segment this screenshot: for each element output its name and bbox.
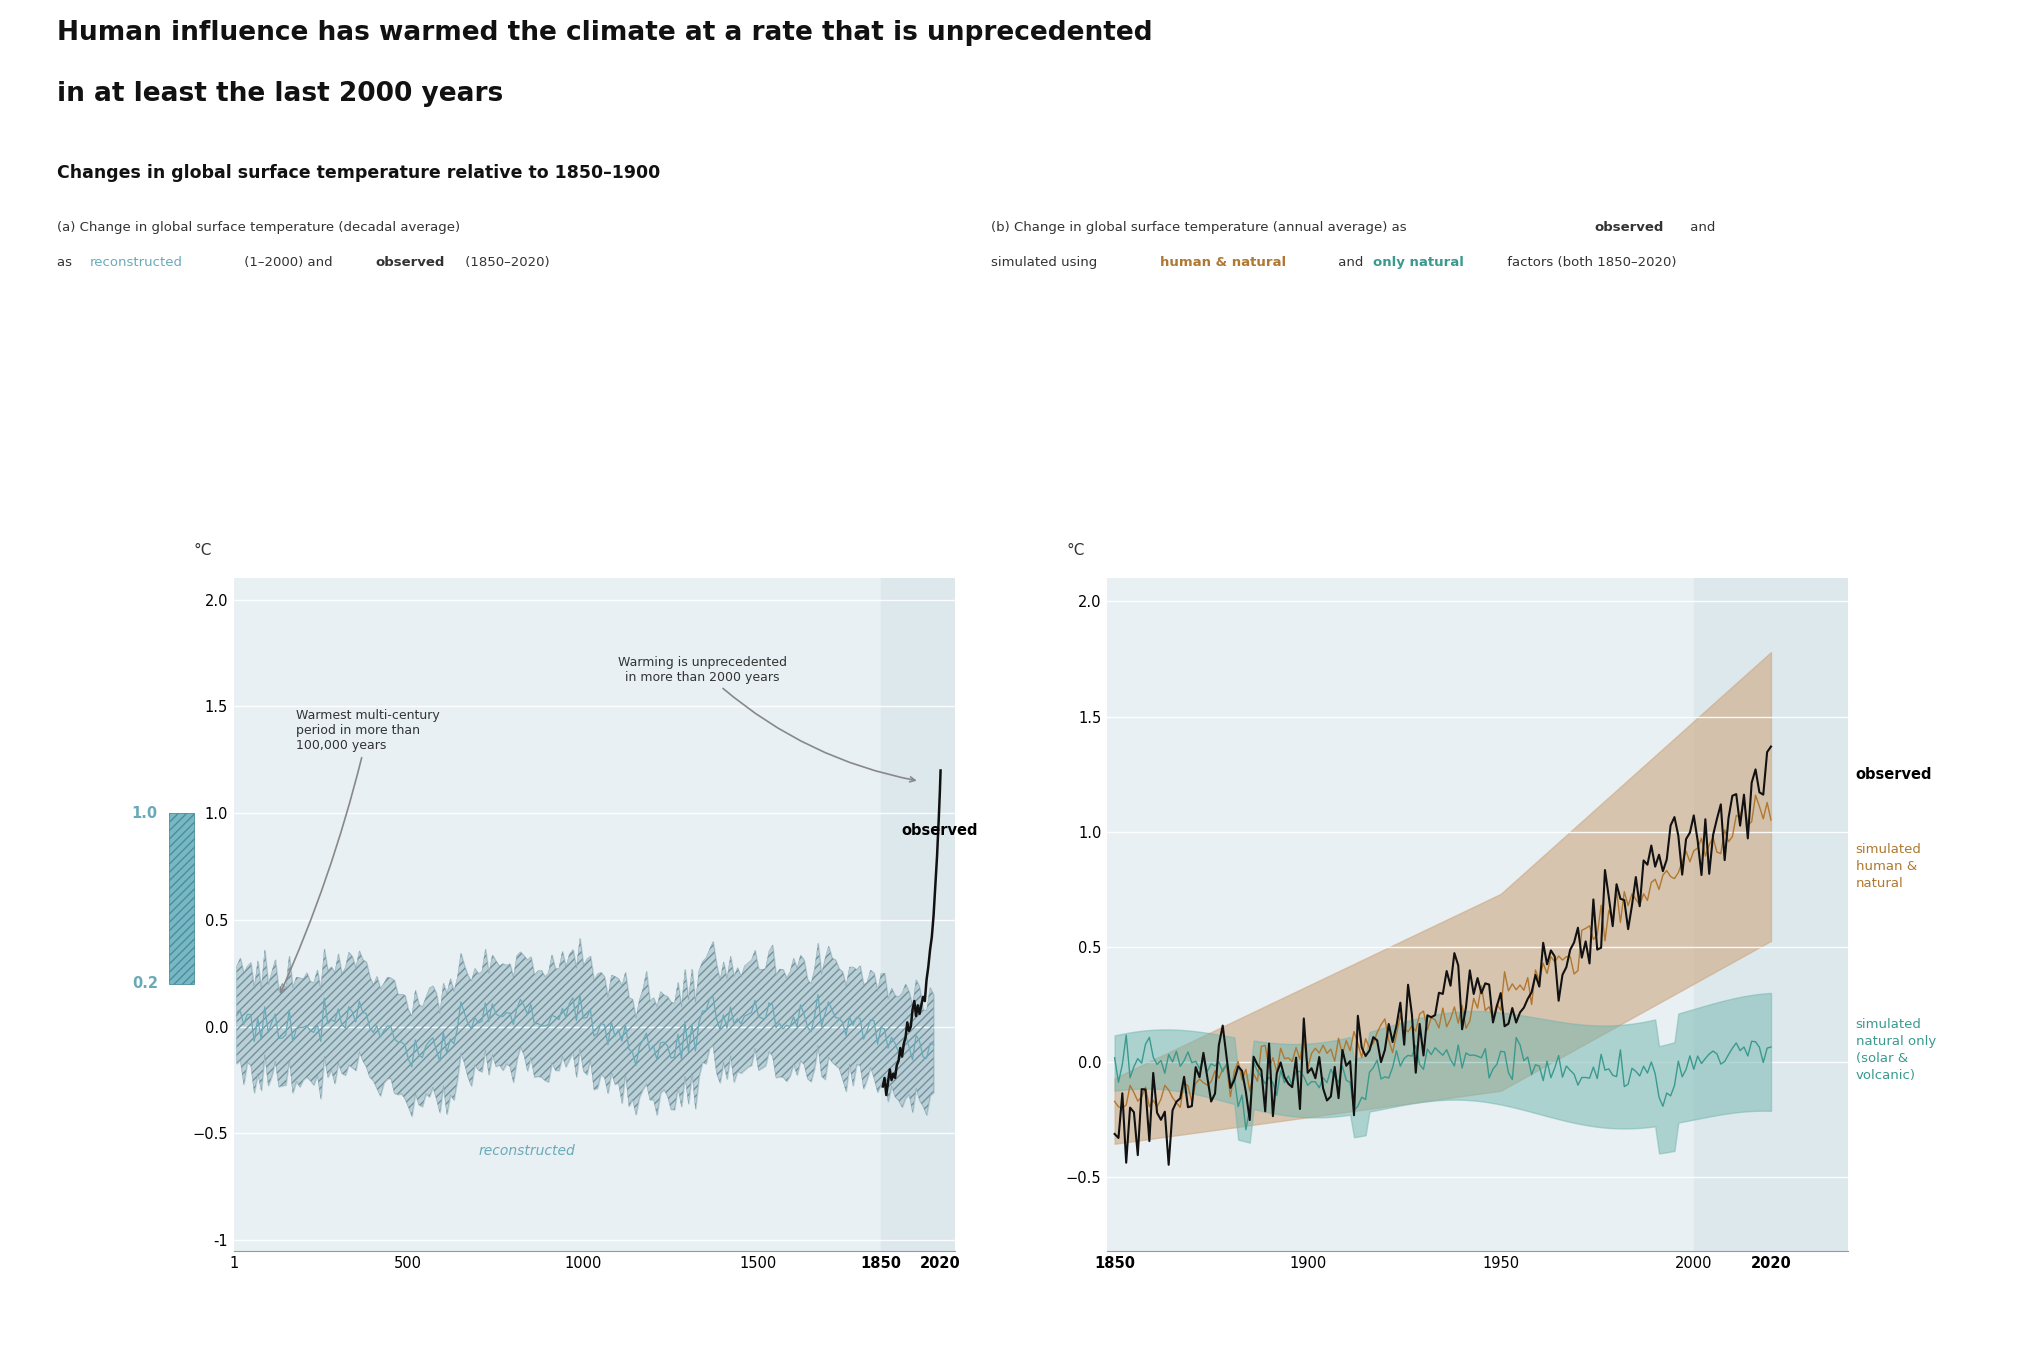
- Text: observed: observed: [376, 256, 445, 269]
- Text: reconstructed: reconstructed: [479, 1143, 574, 1158]
- Text: in at least the last 2000 years: in at least the last 2000 years: [57, 81, 503, 106]
- Text: human & natural: human & natural: [1159, 256, 1285, 269]
- Text: simulated using: simulated using: [991, 256, 1100, 269]
- Text: simulated
natural only
(solar &
volcanic): simulated natural only (solar & volcanic…: [1855, 1018, 1935, 1083]
- Text: (1–2000) and: (1–2000) and: [240, 256, 337, 269]
- Text: Warmest multi-century
period in more than
100,000 years: Warmest multi-century period in more tha…: [280, 709, 441, 993]
- Text: simulated
human &
natural: simulated human & natural: [1855, 843, 1920, 890]
- Text: 1.0: 1.0: [132, 806, 158, 820]
- Text: Warming is unprecedented
in more than 2000 years: Warming is unprecedented in more than 20…: [617, 656, 916, 781]
- Text: Changes in global surface temperature relative to 1850–1900: Changes in global surface temperature re…: [57, 164, 660, 182]
- Text: °C: °C: [193, 543, 213, 558]
- Text: factors (both 1850–2020): factors (both 1850–2020): [1502, 256, 1675, 269]
- Text: and: and: [1334, 256, 1368, 269]
- Bar: [168, 814, 193, 985]
- Text: °C: °C: [1066, 543, 1084, 558]
- Text: only natural: only natural: [1372, 256, 1464, 269]
- Text: (1850–2020): (1850–2020): [461, 256, 550, 269]
- Text: (a) Change in global surface temperature (decadal average): (a) Change in global surface temperature…: [57, 221, 459, 234]
- Text: (b) Change in global surface temperature (annual average) as: (b) Change in global surface temperature…: [991, 221, 1411, 234]
- Bar: [1693, 578, 1847, 1251]
- Text: and: and: [1685, 221, 1713, 234]
- Text: observed: observed: [901, 823, 976, 838]
- Text: reconstructed: reconstructed: [89, 256, 183, 269]
- Text: 0.2: 0.2: [132, 976, 158, 991]
- Text: as: as: [57, 256, 75, 269]
- Text: observed: observed: [1855, 767, 1931, 781]
- Text: Human influence has warmed the climate at a rate that is unprecedented: Human influence has warmed the climate a…: [57, 20, 1151, 46]
- Bar: [881, 578, 954, 1251]
- Text: observed: observed: [1594, 221, 1663, 234]
